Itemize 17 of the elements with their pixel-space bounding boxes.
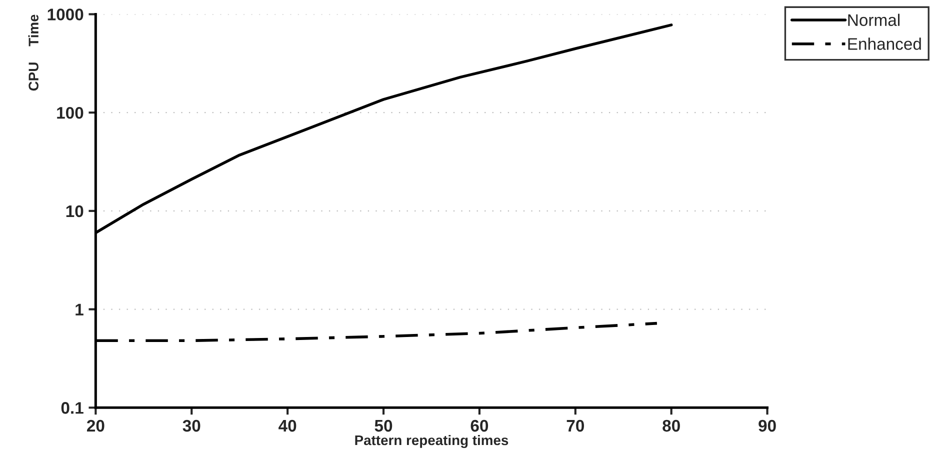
x-tick-label: 70 xyxy=(566,420,584,432)
y-tick-label: 10 xyxy=(66,205,84,218)
x-tick-label: 80 xyxy=(662,420,680,432)
x-axis-title: Pattern repeating times xyxy=(355,434,508,448)
x-tick-label: 90 xyxy=(758,420,776,432)
y-axis-title: CPU Time xyxy=(28,14,38,91)
y-tick-label: 0.1 xyxy=(61,402,84,414)
x-tick-label: 20 xyxy=(86,420,104,432)
y-tick-label: 1 xyxy=(76,304,84,316)
x-tick-label: 60 xyxy=(470,420,488,432)
y-tick-label: 1000 xyxy=(48,8,84,20)
x-tick-label: 30 xyxy=(182,420,200,432)
x-tick-label: 50 xyxy=(374,420,392,432)
x-tick-label: 40 xyxy=(278,420,296,432)
legend-label: Normal xyxy=(848,14,900,26)
legend-label: Enhanced xyxy=(848,38,921,50)
y-tick-label: 100 xyxy=(57,106,84,119)
